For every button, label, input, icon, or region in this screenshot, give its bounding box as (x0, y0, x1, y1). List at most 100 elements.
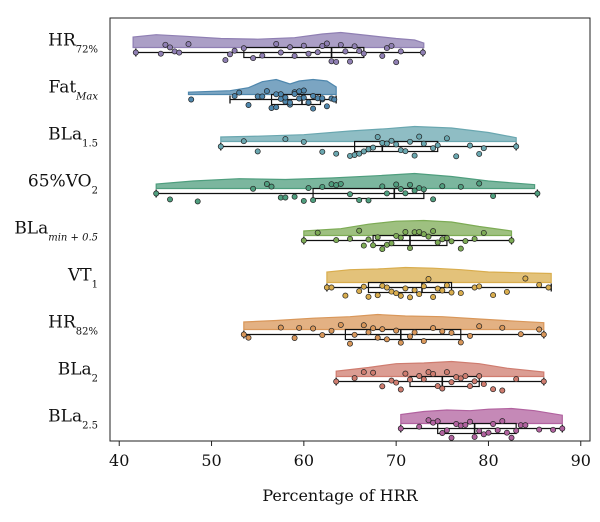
point-3-12 (319, 183, 326, 190)
point-1-24 (310, 105, 317, 112)
point-2-10 (360, 148, 367, 155)
point-4-2 (333, 237, 340, 244)
point-2-13 (374, 134, 381, 140)
point-7-13 (430, 371, 437, 377)
points-layer (132, 40, 566, 441)
point-5-15 (416, 291, 423, 298)
point-0-27 (351, 43, 358, 50)
point-4-0 (300, 237, 307, 244)
point-1-23 (305, 99, 312, 106)
point-6-12 (365, 329, 372, 336)
point-0-3 (167, 44, 173, 51)
point-4-5 (360, 242, 367, 249)
x-tick-label-80: 80 (478, 451, 498, 470)
point-7-10 (416, 373, 423, 379)
point-1-2 (236, 89, 243, 96)
clouds-layer (132, 31, 563, 425)
point-8-11 (467, 418, 473, 425)
point-7-4 (379, 383, 386, 390)
point-3-13 (328, 181, 335, 188)
point-0-26 (347, 58, 353, 65)
point-8-23 (522, 422, 529, 429)
point-5-20 (439, 287, 446, 294)
point-2-24 (430, 145, 437, 152)
point-1-31 (331, 96, 338, 103)
point-8-26 (559, 425, 566, 432)
point-2-6 (333, 150, 340, 157)
point-3-10 (305, 185, 312, 192)
point-0-21 (323, 40, 330, 47)
point-6-21 (420, 338, 427, 345)
point-1-15 (287, 99, 293, 106)
point-7-0 (333, 378, 340, 385)
point-0-11 (250, 55, 257, 62)
point-7-26 (499, 387, 506, 394)
point-6-7 (328, 327, 335, 334)
point-1-6 (263, 88, 270, 95)
category-label-7: BLa2 (58, 360, 98, 385)
point-5-4 (360, 283, 367, 290)
point-6-13 (370, 325, 377, 332)
point-6-11 (360, 322, 367, 329)
point-5-16 (420, 283, 427, 290)
point-0-30 (379, 52, 386, 59)
point-4-18 (420, 231, 427, 238)
category-label-main-2: BLa (48, 125, 82, 145)
point-5-1 (328, 284, 335, 291)
point-0-5 (176, 49, 183, 56)
point-5-21 (443, 282, 450, 289)
point-4-24 (448, 238, 455, 245)
point-5-13 (407, 294, 413, 301)
point-5-29 (536, 281, 543, 288)
point-7-19 (457, 375, 464, 382)
box-5 (367, 281, 453, 294)
point-0-0 (132, 49, 139, 56)
category-label-1: FatMax (49, 78, 99, 103)
category-label-main-8: BLa (48, 407, 82, 427)
point-6-25 (457, 339, 464, 346)
point-7-14 (434, 383, 441, 390)
category-label-sub-4: min + 0.5 (48, 233, 98, 244)
point-3-24 (407, 181, 413, 188)
point-5-28 (522, 275, 529, 282)
category-label-2: BLa1.5 (48, 125, 98, 150)
point-1-1 (231, 93, 238, 100)
point-6-16 (383, 336, 390, 343)
cloud-5 (326, 266, 552, 284)
point-8-1 (416, 423, 423, 430)
point-5-26 (490, 292, 497, 299)
x-axis-title: Percentage of HRR (262, 486, 418, 505)
cloud-2 (220, 125, 517, 143)
point-3-2 (194, 198, 201, 205)
point-7-24 (480, 381, 487, 388)
point-3-22 (397, 186, 404, 193)
point-0-17 (300, 42, 307, 49)
point-1-9 (273, 104, 280, 111)
point-5-14 (411, 287, 418, 294)
point-0-16 (291, 52, 298, 59)
point-4-3 (347, 235, 353, 242)
category-label-sub-2: 1.5 (82, 139, 98, 150)
point-4-21 (434, 239, 441, 246)
box-6 (344, 328, 462, 341)
point-6-24 (448, 329, 455, 336)
point-8-18 (499, 418, 506, 425)
point-7-9 (407, 376, 413, 383)
point-4-26 (462, 238, 469, 245)
point-5-18 (430, 294, 437, 300)
point-5-17 (425, 276, 432, 282)
point-4-6 (365, 236, 372, 243)
point-1-0 (188, 96, 195, 103)
point-3-15 (337, 180, 344, 187)
point-2-25 (434, 142, 441, 149)
point-0-7 (222, 57, 229, 64)
point-0-19 (314, 49, 321, 56)
point-6-30 (536, 326, 543, 333)
x-axis: 40 50 60 70 80 90 (109, 441, 591, 470)
cloud-7 (335, 360, 545, 378)
point-4-13 (397, 234, 404, 241)
point-5-2 (342, 292, 349, 299)
point-4-4 (356, 227, 363, 234)
point-0-31 (383, 45, 390, 52)
point-1-20 (300, 87, 307, 94)
